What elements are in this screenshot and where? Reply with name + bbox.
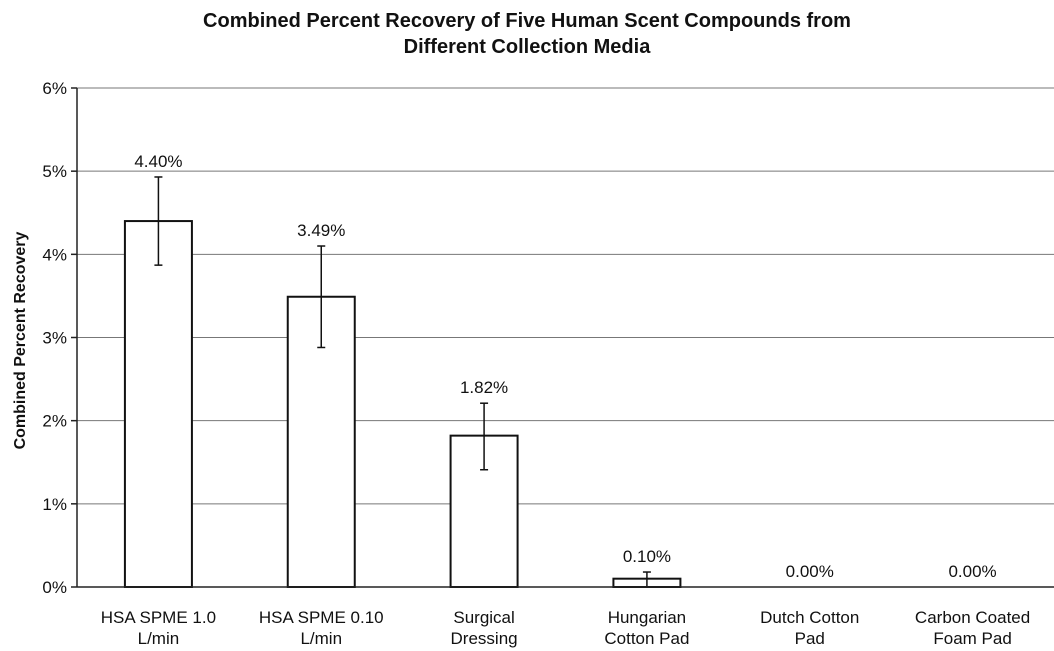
data-labels: 4.40% 3.49% 1.82% 0.10% 0.00% 0.00% [134,152,996,581]
y-tick-label: 3% [42,329,67,348]
chart-title: Combined Percent Recovery of Five Human … [0,8,1054,60]
x-category-label: Carbon Coated [915,608,1030,627]
bar [123,220,193,588]
x-category-label: HSA SPME 1.0 [101,608,216,627]
x-category-label: Cotton Pad [604,629,689,648]
x-category-label: Foam Pad [933,629,1011,648]
x-category-label: Surgical [453,608,514,627]
chart-title-line-1: Combined Percent Recovery of Five Human … [203,10,851,32]
x-category-labels: HSA SPME 1.0 L/min HSA SPME 0.10 L/min Surgi… [101,608,1030,648]
x-category-label: L/min [138,629,180,648]
error-bars [154,176,651,588]
bars [123,220,682,589]
x-category-label: Dressing [451,629,518,648]
y-tick-label: 4% [42,245,67,264]
data-label: 0.00% [786,562,834,581]
data-label: 3.49% [297,221,345,240]
data-label: 1.82% [460,378,508,397]
x-category-label: Hungarian [608,608,686,627]
y-tick-label: 5% [42,162,67,181]
x-category-label: L/min [300,629,342,648]
y-tick-labels: 0% 1% 2% 3% 4% 5% 6% [42,79,67,597]
y-tick-label: 1% [42,495,67,514]
x-category-label: Dutch Cotton [760,608,859,627]
x-category-label: HSA SPME 0.10 [259,608,384,627]
y-tick-label: 2% [42,412,67,431]
y-axis-title: Combined Percent Recovery [12,231,29,449]
data-label: 0.00% [948,562,996,581]
y-tick-label: 6% [42,79,67,98]
y-tick-label: 0% [42,578,67,597]
chart-title-line-2: Different Collection Media [403,36,651,58]
data-label: 0.10% [623,547,671,566]
x-category-label: Pad [795,629,825,648]
gridlines [71,87,1054,588]
data-label: 4.40% [134,152,182,171]
